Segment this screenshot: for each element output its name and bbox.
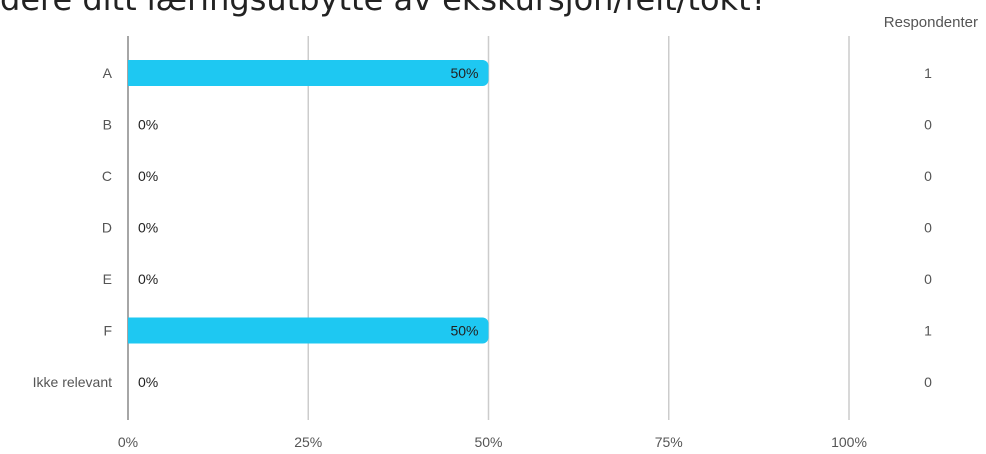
- x-tick-label: 100%: [831, 434, 867, 450]
- bar: [128, 317, 489, 344]
- title-area: dere ditt læringsutbytte av ekskursjon/f…: [0, 0, 986, 20]
- x-tick-label: 50%: [474, 434, 502, 450]
- category-label: C: [102, 168, 112, 184]
- respondent-count: 0: [924, 117, 932, 133]
- bar-value-label: 0%: [138, 117, 158, 133]
- category-label: A: [103, 65, 113, 81]
- chart-title: dere ditt læringsutbytte av ekskursjon/f…: [0, 0, 768, 18]
- bar-value-label: 0%: [138, 220, 158, 236]
- respondent-count: 0: [924, 271, 932, 287]
- respondent-count: 1: [924, 65, 932, 81]
- respondent-count: 0: [924, 374, 932, 390]
- bar-left-edge: [128, 317, 138, 344]
- x-tick-label: 75%: [655, 434, 683, 450]
- category-label: E: [103, 271, 112, 287]
- respondent-count: 1: [924, 323, 932, 339]
- respondents-header: Respondenter: [883, 14, 978, 31]
- respondent-count: 0: [924, 168, 932, 184]
- bar-value-label: 50%: [450, 323, 478, 339]
- category-label: F: [103, 323, 112, 339]
- bar-value-label: 0%: [138, 168, 158, 184]
- bar-value-label: 0%: [138, 374, 158, 390]
- x-tick-label: 0%: [118, 434, 138, 450]
- bar-left-edge: [128, 60, 138, 86]
- category-label: Ikke relevant: [33, 374, 112, 390]
- bar-value-label: 0%: [138, 271, 158, 287]
- respondent-count: 0: [924, 220, 932, 236]
- bar-value-label: 50%: [450, 65, 478, 81]
- category-label: B: [103, 117, 112, 133]
- x-tick-label: 25%: [294, 434, 322, 450]
- bar: [128, 60, 489, 86]
- category-label: D: [102, 220, 112, 236]
